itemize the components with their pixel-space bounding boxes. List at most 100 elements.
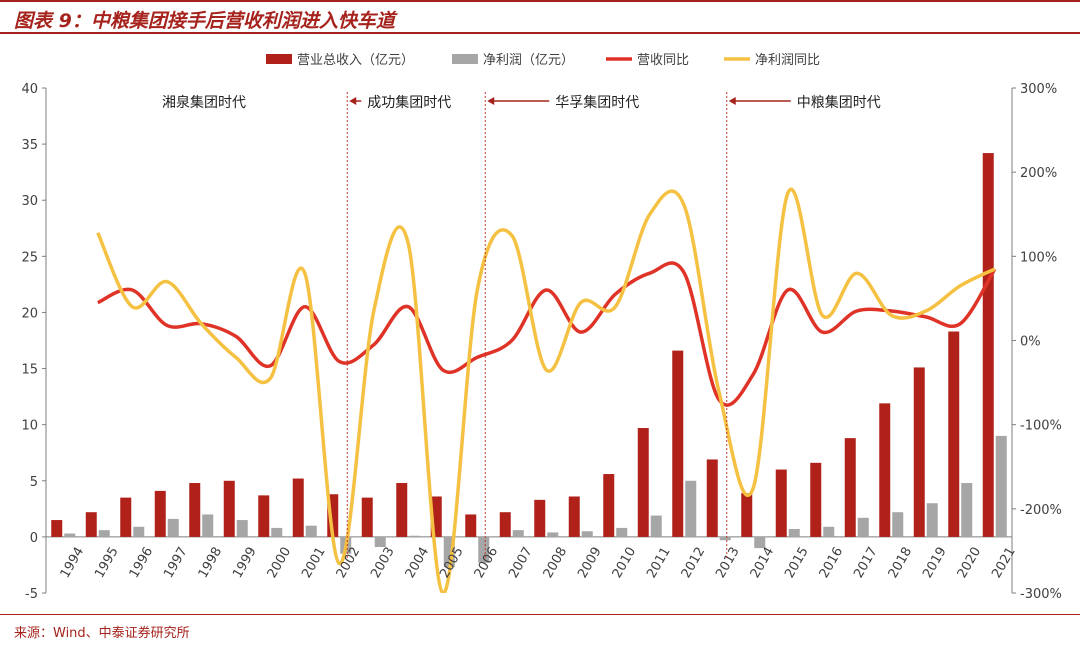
y-right-tick-label: 200% xyxy=(1020,166,1057,181)
revenue-bar-1999 xyxy=(223,480,235,537)
legend-label: 净利润同比 xyxy=(755,53,820,68)
revenue-bar-2007 xyxy=(499,512,511,537)
revenue-bar-2015 xyxy=(775,469,787,537)
profit-bar-2009 xyxy=(581,531,593,537)
legend-label: 净利润（亿元） xyxy=(483,53,574,68)
revenue-bar-2006 xyxy=(465,514,477,537)
profit-bar-2010 xyxy=(616,527,628,537)
profit-bar-2012 xyxy=(685,480,697,537)
y-left-tick-label: 5 xyxy=(30,475,38,490)
revenue-bar-2020 xyxy=(948,331,960,537)
revenue-bar-1996 xyxy=(120,497,132,537)
x-tick-label: 2001 xyxy=(299,545,329,581)
x-tick-label: 2020 xyxy=(955,545,985,581)
y-left-tick-label: 30 xyxy=(21,194,38,209)
y-right-tick-label: -300% xyxy=(1020,587,1062,602)
era-label: 中粮集团时代 xyxy=(797,94,881,111)
profit-bar-2000 xyxy=(271,527,283,537)
profit-bar-1999 xyxy=(236,520,248,537)
legend-swatch xyxy=(452,54,478,64)
x-tick-label: 2013 xyxy=(713,545,743,581)
revenue-bar-2010 xyxy=(603,474,615,537)
profit-bar-2015 xyxy=(788,529,800,537)
revenue-bar-2017 xyxy=(844,438,856,537)
x-tick-label: 1998 xyxy=(196,545,226,581)
x-tick-label: 1996 xyxy=(127,545,157,581)
y-left-tick-label: 40 xyxy=(21,82,38,97)
revenue-bar-2005 xyxy=(430,496,442,537)
revenue-bar-2000 xyxy=(258,495,270,537)
profit-bar-2003 xyxy=(374,536,386,547)
profit-bar-2021 xyxy=(995,435,1007,537)
revenue-bar-2013 xyxy=(706,459,718,537)
profit-bar-1995 xyxy=(98,530,110,537)
revenue-bar-1998 xyxy=(189,483,201,537)
x-tick-label: 2006 xyxy=(472,545,502,581)
x-tick-label: 2007 xyxy=(506,545,536,581)
era-label: 华孚集团时代 xyxy=(555,94,639,111)
revenue-bar-2008 xyxy=(534,499,546,537)
profit-bar-1998 xyxy=(202,514,214,537)
revenue-bar-2009 xyxy=(568,496,580,537)
y-left-tick-label: 10 xyxy=(21,419,38,434)
era-arrow-head xyxy=(349,97,357,105)
top-rule xyxy=(0,0,1080,2)
profit-bar-2016 xyxy=(823,526,835,537)
legend-label: 营收同比 xyxy=(637,53,689,68)
revenue-bar-2004 xyxy=(396,483,408,537)
profit-bar-2005 xyxy=(443,536,455,568)
x-tick-label: 2011 xyxy=(644,545,674,581)
profit-bar-2007 xyxy=(512,530,524,537)
era-arrow-head xyxy=(728,97,736,105)
revenue-bar-1997 xyxy=(154,490,166,537)
y-left-tick-label: 25 xyxy=(21,250,38,265)
x-tick-label: 2003 xyxy=(368,545,398,581)
title-rule xyxy=(0,32,1080,34)
revenue-bar-2001 xyxy=(292,478,304,537)
era-label: 湘泉集团时代 xyxy=(162,94,246,111)
x-tick-label: 1997 xyxy=(161,545,191,581)
y-right-tick-label: 0% xyxy=(1020,335,1041,350)
revenue-bar-2016 xyxy=(810,462,822,537)
era-arrow-head xyxy=(487,97,495,105)
x-tick-label: 1999 xyxy=(230,545,260,581)
x-tick-label: 2012 xyxy=(679,545,709,581)
x-tick-label: 1994 xyxy=(58,545,88,581)
revenue-bar-2012 xyxy=(672,350,684,537)
revenue-bar-2019 xyxy=(913,367,925,537)
profit-bar-2019 xyxy=(926,503,938,537)
profit-bar-2018 xyxy=(892,512,904,537)
profit-bar-1994 xyxy=(64,533,76,537)
x-tick-label: 2017 xyxy=(851,545,881,581)
x-tick-label: 2000 xyxy=(265,545,295,581)
y-left-tick-label: -5 xyxy=(25,587,38,602)
profit-bar-2014 xyxy=(754,536,766,549)
y-left-tick-label: 0 xyxy=(30,531,38,546)
revenue-bar-2011 xyxy=(637,428,649,537)
revenue-bar-2018 xyxy=(879,403,891,537)
x-tick-label: 2008 xyxy=(541,545,571,581)
legend-swatch xyxy=(266,54,292,64)
profit-bar-2004 xyxy=(409,535,421,537)
y-left-tick-label: 20 xyxy=(21,306,38,321)
x-tick-label: 2014 xyxy=(748,545,778,581)
y-right-tick-label: -100% xyxy=(1020,419,1062,434)
profit-bar-2011 xyxy=(650,515,662,537)
profit-bar-2017 xyxy=(857,517,869,537)
bottom-rule xyxy=(0,614,1080,615)
y-right-tick-label: 100% xyxy=(1020,250,1057,265)
profit-bar-2013 xyxy=(719,536,731,541)
x-tick-label: 2010 xyxy=(610,545,640,581)
figure-title: 图表 9：中粮集团接手后营收利润进入快车道 xyxy=(14,10,395,32)
revenue-yoy-line xyxy=(97,261,997,407)
profit-bar-2001 xyxy=(305,525,317,537)
y-left-tick-label: 35 xyxy=(21,138,38,153)
x-tick-label: 2015 xyxy=(782,545,812,581)
profit-yoy-line xyxy=(96,187,996,593)
profit-bar-2008 xyxy=(547,532,559,537)
profit-bar-2020 xyxy=(961,483,973,537)
profit-bar-1996 xyxy=(133,526,145,537)
x-tick-label: 2005 xyxy=(437,545,467,581)
source-note: 来源：Wind、中泰证券研究所 xyxy=(14,626,190,641)
